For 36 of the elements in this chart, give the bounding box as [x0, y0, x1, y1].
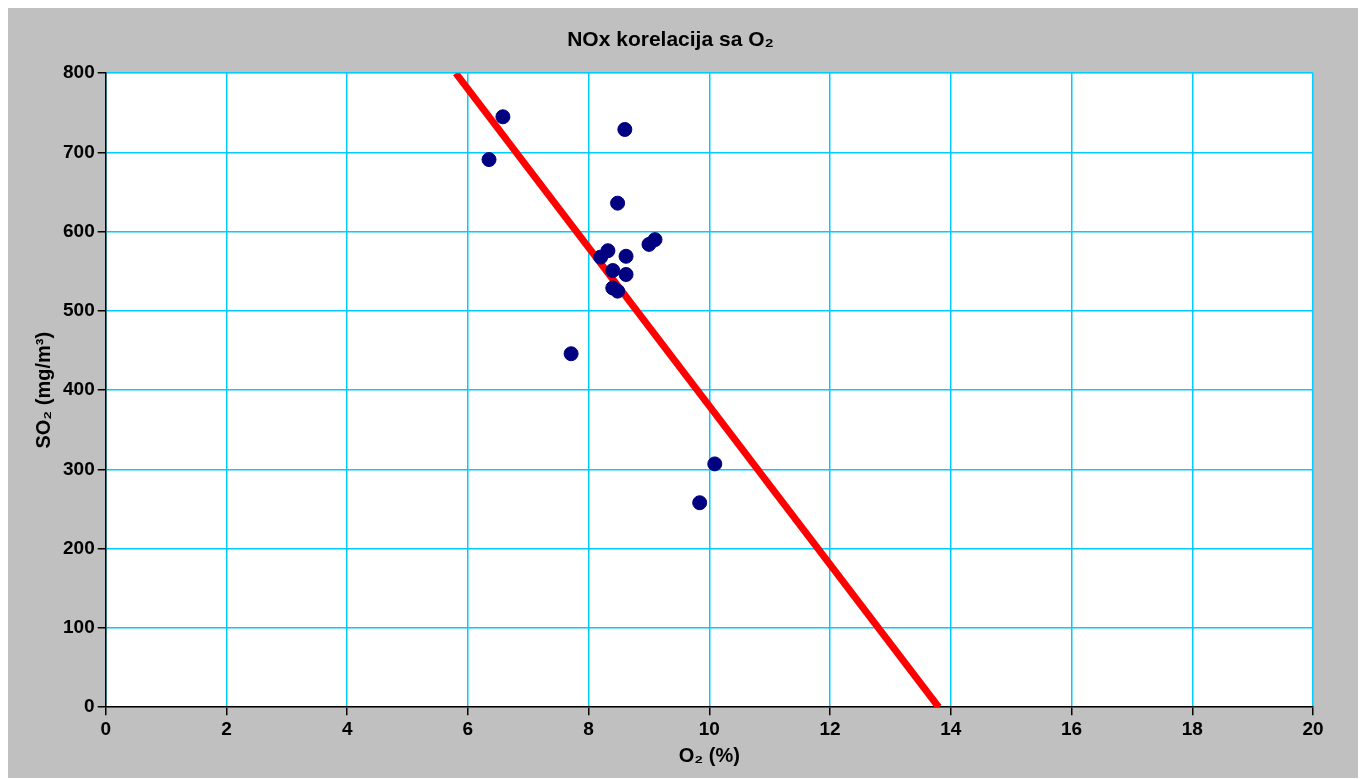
- x-tick-label: 0: [100, 717, 111, 739]
- y-tick-label: 100: [63, 616, 95, 638]
- x-tick-label: 8: [583, 717, 594, 739]
- point: [618, 267, 634, 282]
- chart-title: NOx korelacija sa O₂: [567, 27, 774, 51]
- x-tick-label: 14: [940, 717, 962, 739]
- point: [610, 283, 626, 299]
- y-tick-label: 700: [63, 140, 95, 162]
- x-tick-label: 16: [1060, 717, 1083, 739]
- point: [563, 346, 579, 362]
- x-tick-label: 2: [221, 717, 232, 739]
- point: [610, 195, 626, 211]
- y-tick-label: 800: [63, 61, 95, 83]
- y-tick-label: 400: [63, 378, 95, 400]
- point: [707, 456, 723, 472]
- x-tick-label: 10: [698, 717, 720, 739]
- point: [605, 263, 621, 279]
- x-tick-label: 20: [1302, 717, 1324, 739]
- x-tick-label: 6: [462, 717, 474, 739]
- y-axis-title: SO₂ (mg/m³): [31, 331, 54, 449]
- point: [495, 109, 511, 125]
- x-axis-title: O₂ (%): [678, 743, 740, 766]
- y-tick-label: 300: [63, 457, 95, 479]
- point: [692, 495, 708, 511]
- point: [617, 121, 633, 137]
- point: [593, 249, 609, 265]
- y-tick-label: 0: [84, 695, 95, 717]
- point: [481, 152, 497, 168]
- y-tick-label: 600: [63, 219, 95, 241]
- y-tick-label: 200: [63, 536, 95, 558]
- y-tick-label: 500: [63, 299, 95, 321]
- x-tick-label: 18: [1181, 717, 1203, 739]
- x-tick-label: 4: [341, 717, 353, 739]
- point: [618, 248, 634, 264]
- point: [641, 236, 657, 252]
- x-tick-label: 12: [819, 717, 841, 739]
